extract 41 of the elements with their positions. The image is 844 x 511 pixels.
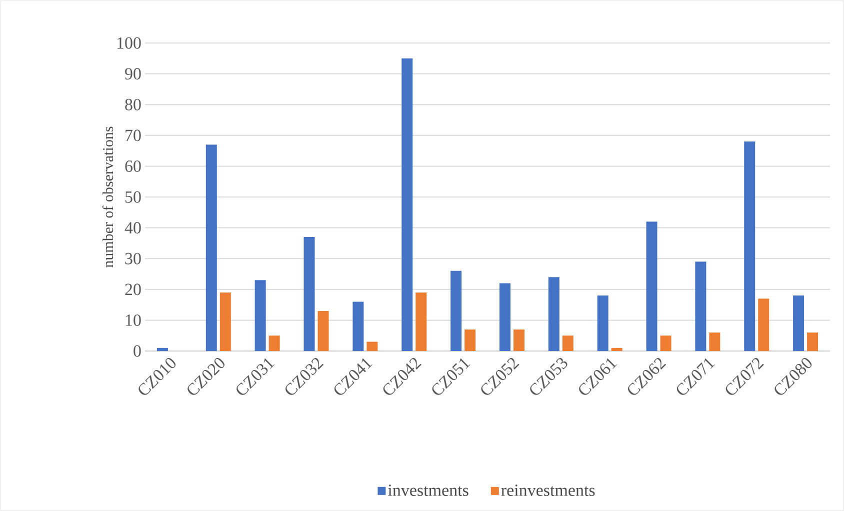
bar	[807, 332, 818, 351]
y-axis-title: number of observations	[102, 126, 114, 268]
bar	[709, 332, 720, 351]
bar	[548, 277, 560, 351]
bar	[611, 348, 622, 351]
bar	[220, 292, 231, 351]
legend-label: investments	[388, 484, 468, 496]
y-tick-label: 30	[125, 252, 141, 264]
bar	[304, 237, 315, 351]
bar	[793, 296, 804, 351]
y-tick-label: 70	[126, 130, 141, 142]
bar	[268, 336, 280, 351]
bar	[416, 292, 427, 351]
y-tick-label: 0	[134, 345, 141, 357]
bar	[352, 302, 364, 351]
y-tick-label: 100	[117, 37, 141, 49]
bar	[597, 296, 608, 351]
bar	[366, 342, 378, 351]
bar	[646, 222, 658, 351]
bar	[562, 336, 574, 351]
bar	[499, 283, 510, 351]
y-tick-label: 40	[124, 222, 141, 234]
bar	[450, 270, 462, 351]
legend-label: reinvestments	[501, 484, 595, 496]
bar	[318, 310, 329, 351]
y-tick-label: 50	[125, 191, 141, 203]
y-tick-label: 60	[125, 160, 141, 172]
bar	[513, 329, 524, 351]
y-tick-label: 10	[126, 314, 141, 326]
bar	[464, 329, 476, 351]
y-tick-label: 80	[125, 98, 141, 110]
bar	[660, 336, 672, 351]
bar	[206, 144, 217, 351]
bar	[156, 348, 168, 351]
bar	[758, 298, 770, 351]
bar	[402, 58, 413, 351]
y-tick-label: 90	[125, 68, 141, 80]
bar	[744, 142, 756, 351]
bar	[695, 262, 706, 351]
y-tick-label: 20	[125, 284, 141, 296]
bar	[254, 280, 266, 351]
